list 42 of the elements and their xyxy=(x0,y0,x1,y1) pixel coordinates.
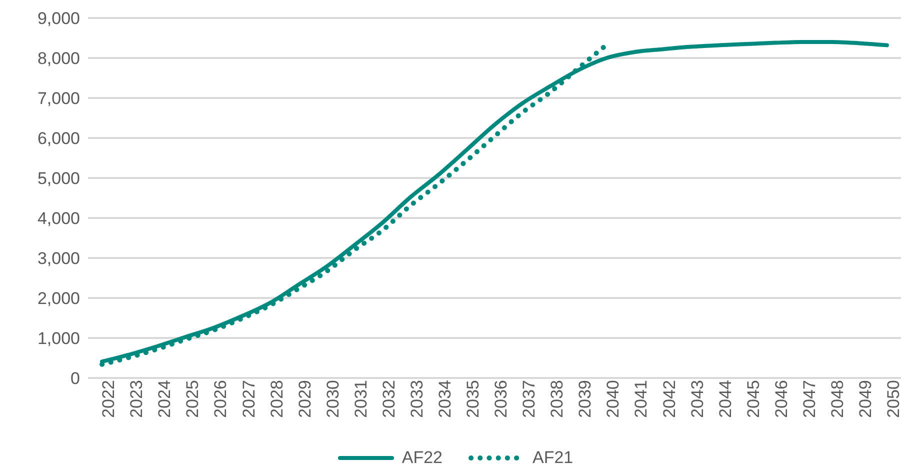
x-tick-label: 2040 xyxy=(604,380,623,418)
y-tick-label: 1,000 xyxy=(37,329,80,348)
x-tick-label: 2024 xyxy=(155,380,174,418)
x-tick-label: 2042 xyxy=(660,380,679,418)
line-series xyxy=(100,40,889,364)
y-tick-label: 4,000 xyxy=(37,209,80,228)
y-tick-label: 9,000 xyxy=(37,9,80,28)
y-tick-label: 7,000 xyxy=(37,89,80,108)
x-tick-label: 2044 xyxy=(716,380,735,418)
y-tick-label: 2,000 xyxy=(37,289,80,308)
x-tick-label: 2022 xyxy=(99,380,118,418)
legend-label: AF21 xyxy=(532,448,574,468)
x-tick-label: 2028 xyxy=(267,380,286,418)
x-tick-label: 2032 xyxy=(379,380,398,418)
x-tick-label: 2023 xyxy=(127,380,146,418)
x-tick-label: 2048 xyxy=(828,380,847,418)
x-tick-label: 2038 xyxy=(548,380,567,418)
y-tick-label: 5,000 xyxy=(37,169,80,188)
y-tick-label: 0 xyxy=(70,369,80,388)
y-tick-label: 3,000 xyxy=(37,249,80,268)
x-tick-label: 2046 xyxy=(772,380,791,418)
x-tick-label: 2050 xyxy=(884,380,904,418)
x-tick-label: 2030 xyxy=(323,380,342,418)
x-tick-label: 2036 xyxy=(492,380,511,418)
x-tick-label: 2027 xyxy=(239,380,258,418)
x-tick-label: 2034 xyxy=(436,380,454,418)
x-tick-label: 2039 xyxy=(576,380,595,418)
x-tick-label: 2035 xyxy=(464,380,483,418)
legend-label: AF22 xyxy=(400,448,442,468)
y-tick-label: 8,000 xyxy=(37,49,80,68)
x-tick-label: 2026 xyxy=(211,380,230,418)
x-tick-label: 2025 xyxy=(183,380,202,418)
x-tick-label: 2047 xyxy=(800,380,819,418)
x-tick-label: 2041 xyxy=(632,380,651,418)
y-tick-label: 6,000 xyxy=(37,129,80,148)
x-tick-label: 2043 xyxy=(688,380,707,418)
x-tick-label: 2049 xyxy=(856,380,876,418)
x-tick-label: 2029 xyxy=(295,380,314,418)
x-tick-label: 2031 xyxy=(351,380,370,418)
x-tick-label: 2045 xyxy=(744,380,763,418)
x-tick-label: 2037 xyxy=(520,380,539,418)
x-tick-label: 2033 xyxy=(407,380,426,418)
